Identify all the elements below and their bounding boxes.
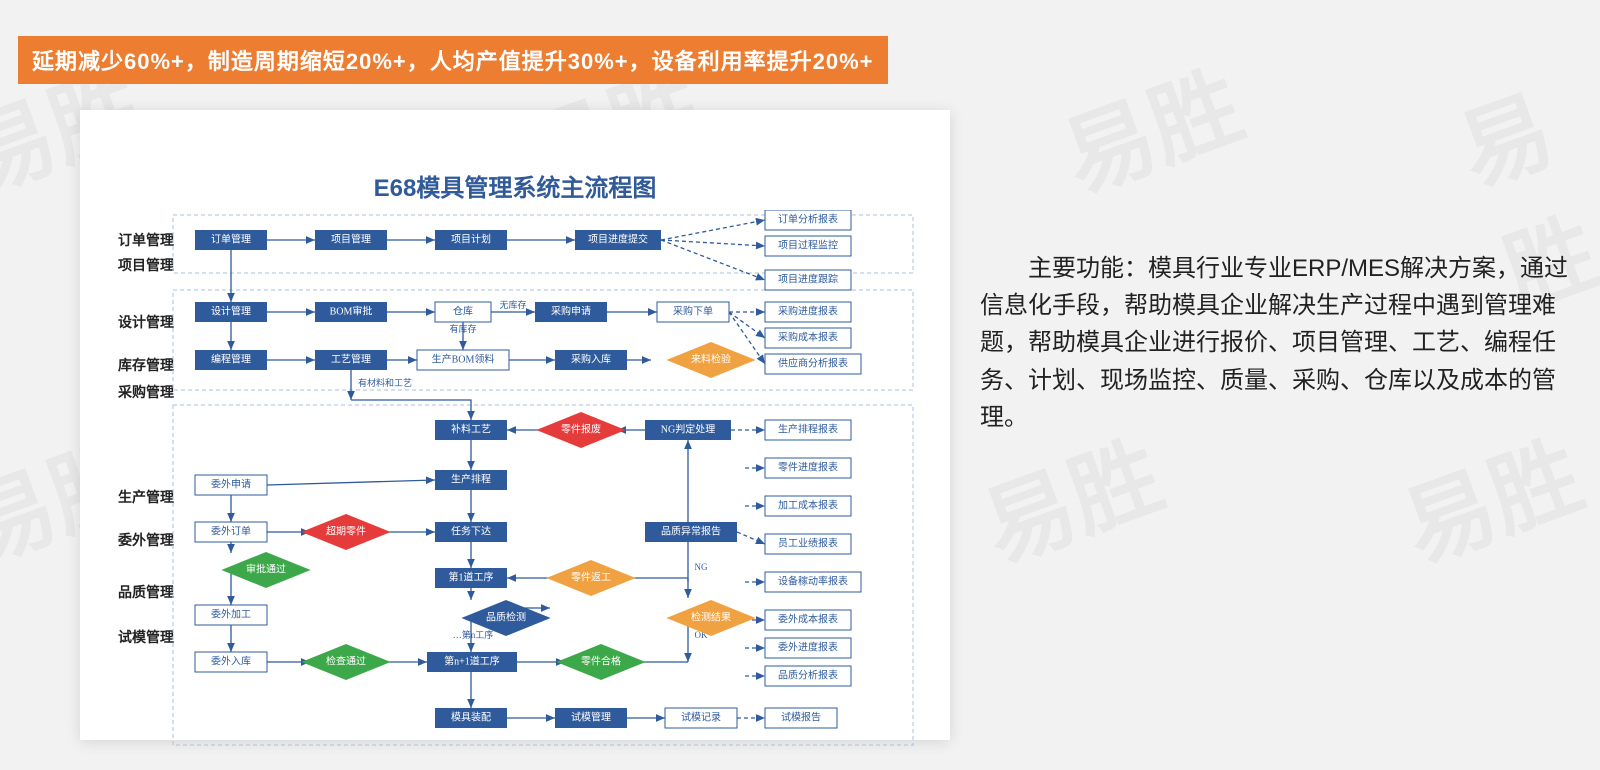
svg-text:审批通过: 审批通过 [246,563,286,576]
svg-text:编程管理: 编程管理 [211,353,251,366]
svg-text:零件进度报表: 零件进度报表 [778,461,838,474]
svg-text:生产BOM领料: 生产BOM领料 [432,353,495,366]
svg-text:项目进度跟踪: 项目进度跟踪 [778,273,838,286]
svg-text:模具装配: 模具装配 [451,711,491,724]
svg-text:采购下单: 采购下单 [673,305,713,318]
svg-text:品质异常报告: 品质异常报告 [661,525,721,538]
svg-text:超期零件: 超期零件 [326,525,366,538]
chart-title: E68模具管理系统主流程图 [80,168,950,203]
svg-text:采购进度报表: 采购进度报表 [778,305,838,318]
svg-text:检测结果: 检测结果 [691,611,731,624]
svg-text:NG判定处理: NG判定处理 [661,423,715,436]
flowchart-svg: 无库存有库存有材料和工艺NGOK订单管理项目管理项目计划项目进度提交订单分析报表… [105,210,925,770]
svg-text:任务下达: 任务下达 [451,525,491,538]
flowchart-panel: E68模具管理系统主流程图 订单管理项目管理设计管理库存管理采购管理生产管理委外… [80,110,950,740]
svg-text:补料工艺: 补料工艺 [451,423,491,436]
svg-text:零件报废: 零件报废 [561,423,601,436]
svg-text:委外入库: 委外入库 [211,655,251,668]
svg-text:试模管理: 试模管理 [571,711,611,724]
svg-text:项目计划: 项目计划 [451,233,491,246]
svg-text:无库存: 无库存 [499,299,526,310]
svg-text:采购申请: 采购申请 [551,305,591,318]
svg-text:有材料和工艺: 有材料和工艺 [358,377,412,388]
svg-text:项目进度提交: 项目进度提交 [588,233,648,246]
watermark: 易胜 [1043,33,1257,217]
svg-text:项目过程监控: 项目过程监控 [778,239,838,252]
svg-text:品质分析报表: 品质分析报表 [778,669,838,682]
svg-text:工艺管理: 工艺管理 [331,353,371,366]
svg-text:采购成本报表: 采购成本报表 [778,331,838,344]
svg-text:设备稼动率报表: 设备稼动率报表 [778,575,848,588]
svg-text:委外申请: 委外申请 [211,478,251,491]
svg-text:生产排程报表: 生产排程报表 [778,423,838,436]
svg-text:委外进度报表: 委外进度报表 [778,641,838,654]
svg-text:采购入库: 采购入库 [571,353,611,366]
svg-text:订单分析报表: 订单分析报表 [778,213,838,226]
svg-text:零件返工: 零件返工 [571,572,611,584]
svg-text:设计管理: 设计管理 [211,305,251,318]
svg-text:委外加工: 委外加工 [211,608,251,621]
metrics-banner: 延期减少60%+，制造周期缩短20%+，人均产值提升30%+，设备利用率提升20… [18,36,888,84]
svg-text:第n+1道工序: 第n+1道工序 [444,655,500,668]
svg-text:…第n工序: …第n工序 [453,629,494,640]
svg-text:试模报告: 试模报告 [781,711,821,724]
svg-text:订单管理: 订单管理 [211,233,251,246]
svg-text:供应商分析报表: 供应商分析报表 [778,357,848,370]
svg-text:BOM审批: BOM审批 [330,305,373,318]
svg-text:有库存: 有库存 [449,323,476,334]
svg-text:员工业绩报表: 员工业绩报表 [778,537,838,550]
svg-text:品质检测: 品质检测 [486,611,526,624]
svg-text:第1道工序: 第1道工序 [449,571,494,584]
svg-text:检查通过: 检查通过 [326,655,366,668]
svg-text:试模记录: 试模记录 [681,711,721,724]
svg-text:零件合格: 零件合格 [581,655,621,668]
description-text: 主要功能：模具行业专业ERP/MES解决方案，通过信息化手段，帮助模具企业解决生… [980,250,1580,436]
svg-text:委外订单: 委外订单 [211,525,251,538]
svg-text:来料检验: 来料检验 [691,353,731,366]
svg-text:加工成本报表: 加工成本报表 [778,499,838,512]
svg-text:生产排程: 生产排程 [451,473,491,486]
svg-text:NG: NG [695,562,708,572]
svg-text:委外成本报表: 委外成本报表 [778,613,838,626]
svg-text:项目管理: 项目管理 [331,233,371,246]
svg-text:仓库: 仓库 [453,305,473,318]
